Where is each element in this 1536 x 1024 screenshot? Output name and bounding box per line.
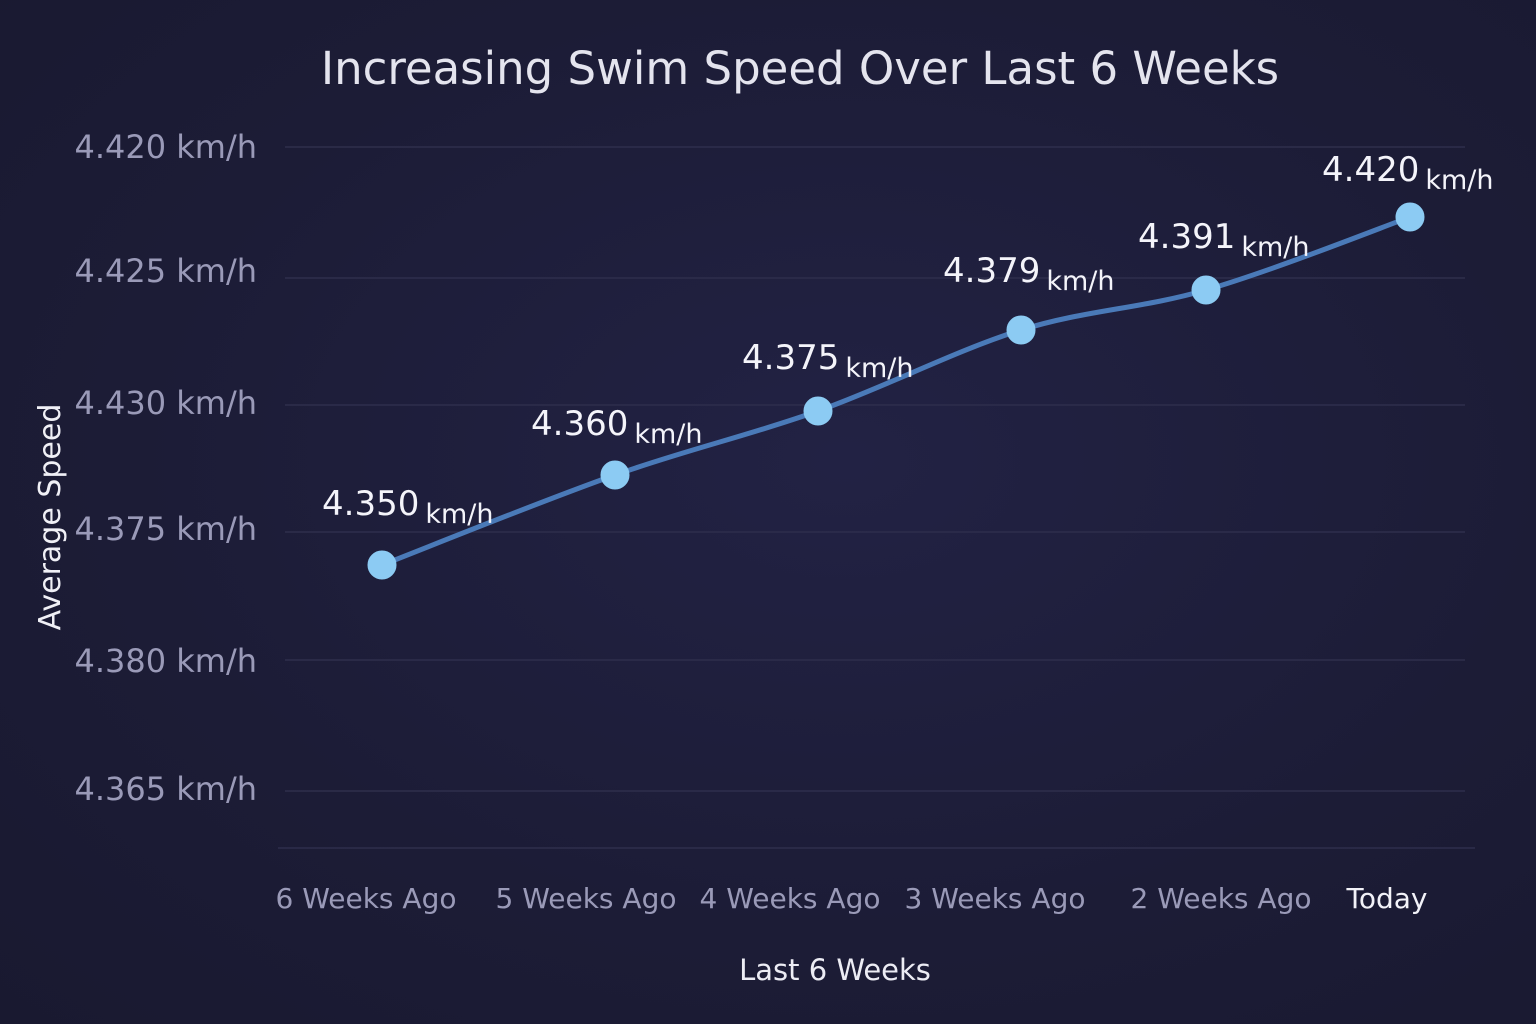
- y-tick-label: 4.425 km/h: [74, 252, 257, 290]
- y-tick-label: 4.375 km/h: [74, 510, 257, 548]
- data-point[interactable]: [600, 460, 630, 490]
- data-label: 4.375 km/h: [742, 338, 914, 384]
- y-tick-label: 4.420 km/h: [74, 128, 257, 166]
- data-label: 4.360 km/h: [531, 404, 703, 450]
- data-point[interactable]: [367, 550, 397, 580]
- data-point[interactable]: [803, 396, 833, 426]
- data-point[interactable]: [1395, 202, 1425, 232]
- y-tick-label: 4.380 km/h: [74, 642, 257, 680]
- data-point[interactable]: [1191, 275, 1221, 305]
- y-tick-label: 4.365 km/h: [74, 770, 257, 808]
- data-label: 4.391 km/h: [1138, 217, 1310, 263]
- x-tick-label: 5 Weeks Ago: [496, 882, 677, 915]
- x-tick-label: 2 Weeks Ago: [1131, 882, 1312, 915]
- data-label: 4.379 km/h: [943, 251, 1115, 297]
- x-axis-ticks: 6 Weeks Ago 5 Weeks Ago 4 Weeks Ago 3 Weeks…: [276, 882, 1428, 915]
- data-label: 4.350 km/h: [322, 484, 494, 530]
- grid-lines: [278, 146, 1475, 849]
- data-label: 4.420 km/h: [1322, 150, 1494, 196]
- data-labels: 4.350 km/h 4.360 km/h 4.375 km/h 4.379 km/h 4.39…: [322, 150, 1494, 530]
- x-tick-label: Today: [1346, 882, 1428, 915]
- x-tick-label: 4 Weeks Ago: [700, 882, 881, 915]
- data-point[interactable]: [1006, 315, 1036, 345]
- x-tick-label: 6 Weeks Ago: [276, 882, 457, 915]
- series-line: [379, 214, 1413, 568]
- y-axis-label: Average Speed: [33, 404, 68, 631]
- series-average-speed: [367, 202, 1425, 580]
- y-axis-ticks: 4.420 km/h 4.425 km/h 4.430 km/h 4.375 km/h…: [74, 128, 257, 808]
- x-axis-label: Last 6 Weeks: [739, 953, 931, 987]
- chart-title: Increasing Swim Speed Over Last 6 Weeks: [321, 42, 1279, 95]
- y-tick-label: 4.430 km/h: [74, 384, 257, 422]
- x-tick-label: 3 Weeks Ago: [905, 882, 1086, 915]
